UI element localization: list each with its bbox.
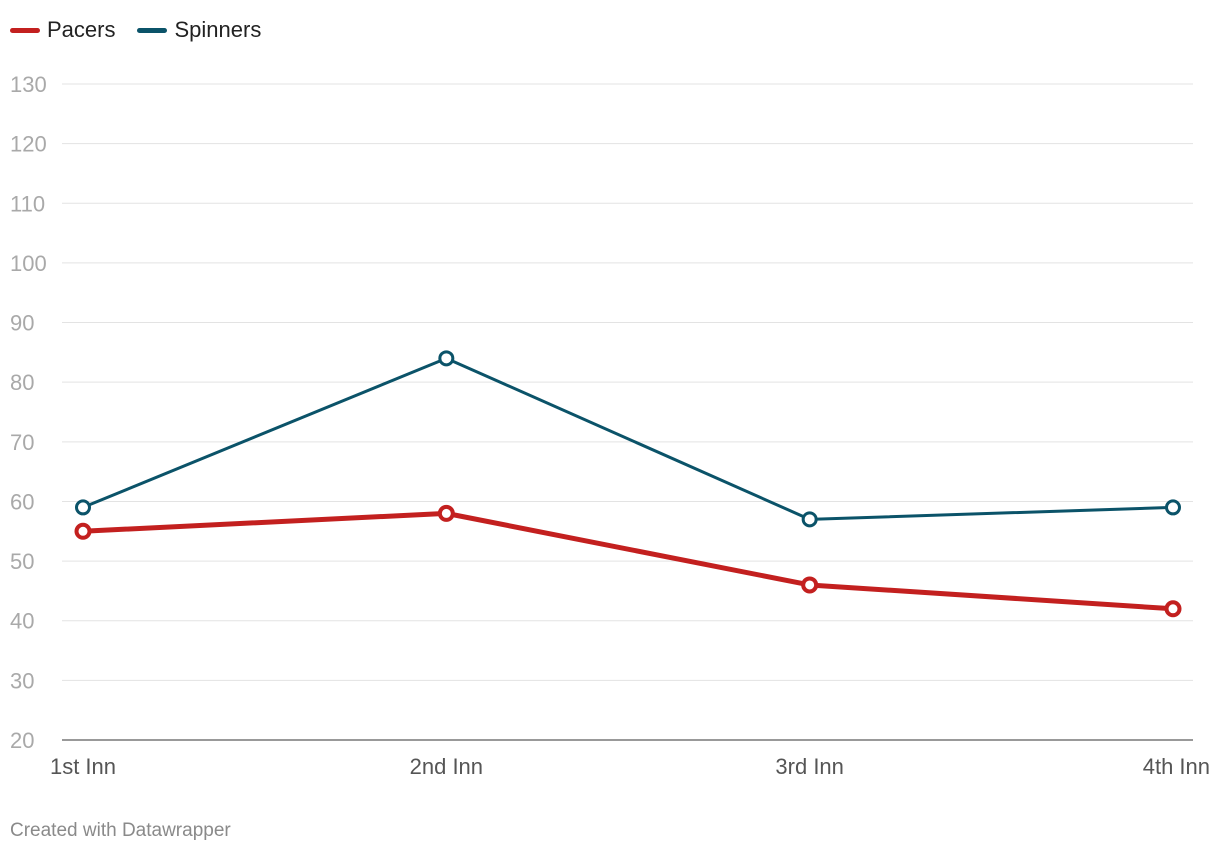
data-point-pacers (801, 576, 819, 594)
grid-layer (62, 83, 1193, 741)
legend-swatch-pacers (10, 27, 40, 33)
y-tick-label: 80 (10, 370, 34, 395)
x-tick-label: 3rd Inn (775, 754, 844, 779)
credit-text: Created with Datawrapper (10, 820, 231, 841)
legend-label-spinners: Spinners (174, 17, 262, 42)
data-point-pacers (74, 522, 92, 540)
x-axis-ticks: 1st Inn 2nd Inn 3rd Inn 4th Inn (50, 754, 1210, 779)
series-line-spinners (81, 356, 1175, 521)
y-tick-label: 40 (10, 609, 34, 634)
y-tick-label: 120 (10, 132, 47, 157)
y-tick-label: 130 (10, 72, 47, 97)
y-tick-label: 50 (10, 549, 34, 574)
data-point-spinners (75, 499, 91, 516)
series-pacers (74, 504, 1182, 618)
line-chart: 20 30 40 50 60 70 80 90 100 110 120 130 1st Inn 2nd … (10, 72, 1210, 779)
legend-swatch-spinners (137, 27, 168, 33)
data-point-spinners (438, 350, 455, 367)
y-tick-label: 30 (10, 668, 34, 693)
data-point-spinners (801, 511, 818, 528)
y-tick-label: 100 (10, 251, 47, 276)
x-tick-label: 1st Inn (50, 754, 116, 779)
series-line-pacers (80, 510, 1176, 612)
data-point-pacers (437, 504, 455, 522)
legend-item-spinners: Spinners (137, 17, 261, 43)
legend-item-pacers: Pacers (10, 17, 115, 43)
data-point-pacers (1164, 600, 1182, 618)
y-tick-label: 110 (10, 191, 45, 216)
y-tick-label: 60 (10, 489, 34, 514)
legend: Pacers Spinners (10, 14, 261, 46)
y-tick-label: 20 (10, 728, 34, 753)
y-tick-label: 90 (10, 311, 34, 336)
series-spinners (75, 350, 1181, 528)
x-tick-label: 4th Inn (1143, 754, 1210, 779)
y-axis-ticks: 20 30 40 50 60 70 80 90 100 110 120 130 (10, 72, 47, 753)
data-point-spinners (1165, 499, 1181, 516)
series-layer (74, 350, 1182, 618)
y-tick-label: 70 (10, 430, 34, 455)
legend-label-pacers: Pacers (47, 17, 116, 42)
x-tick-label: 2nd Inn (410, 754, 483, 779)
